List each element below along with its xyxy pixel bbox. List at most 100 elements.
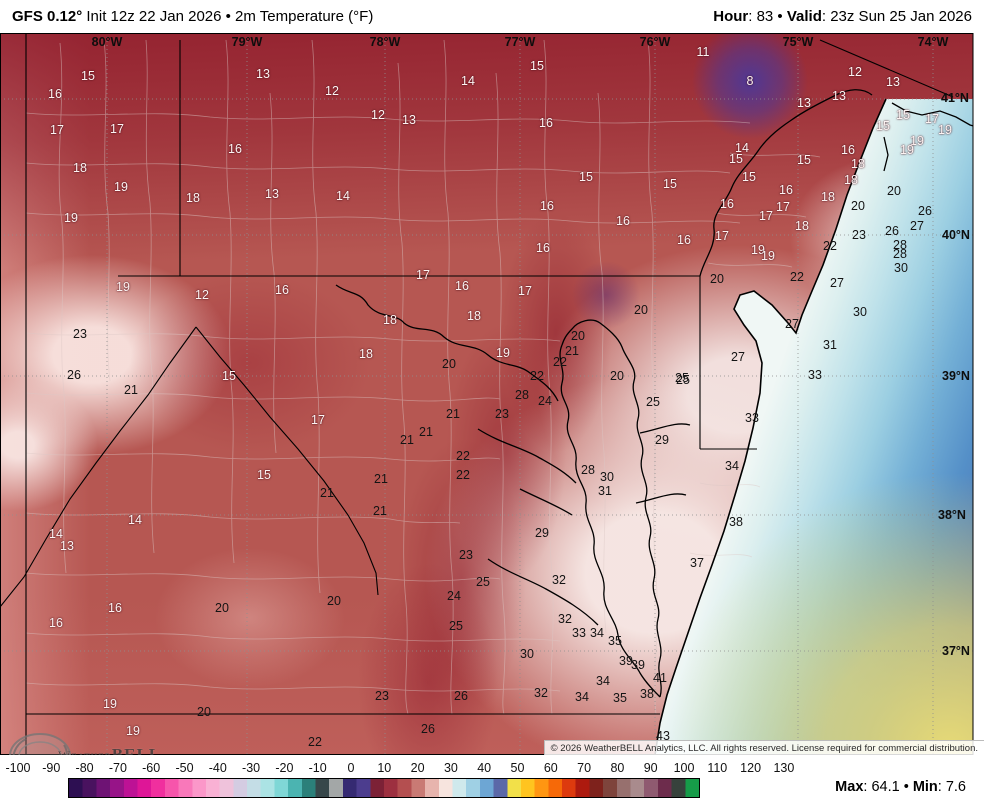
temp-label: 34: [590, 625, 604, 640]
temp-label: 15: [81, 68, 95, 83]
temp-label: 20: [887, 183, 901, 198]
temp-label: 18: [467, 308, 481, 323]
temp-label: 28: [515, 387, 529, 402]
temp-label: 25: [476, 574, 490, 589]
temp-label: 33: [745, 410, 759, 425]
colorbar-tick: -30: [242, 761, 261, 775]
temp-label: 20: [215, 600, 229, 615]
temp-label: 19: [910, 133, 924, 148]
colorbar-tick: -40: [208, 761, 227, 775]
temp-label: 23: [375, 688, 389, 703]
temp-label: 13: [797, 95, 811, 110]
graticule-label: 76°W: [639, 35, 671, 49]
temp-label: 19: [103, 696, 117, 711]
temp-label: 30: [520, 646, 534, 661]
graticule-label: 40°N: [942, 228, 970, 242]
temp-label: 18: [851, 156, 865, 171]
colorbar-footer: -100 -90 -80 -70 -60 -50 -40 -30 -20 -10 0 10 20 30 40…: [0, 755, 984, 808]
temp-label: 26: [918, 203, 932, 218]
temp-label: 22: [530, 368, 544, 383]
temp-label: 20: [610, 368, 624, 383]
temp-label: 17: [925, 111, 939, 126]
temp-label: 17: [110, 121, 124, 136]
temp-label: 41: [653, 670, 667, 685]
temp-label: 27: [731, 349, 745, 364]
hour-valid: Hour: 83 • Valid: 23z Sun 25 Jan 2026: [713, 8, 972, 25]
county-borders: [25, 39, 821, 715]
temp-label: 15: [896, 107, 910, 122]
temp-label: 16: [275, 282, 289, 297]
colorbar-tick: -90: [42, 761, 61, 775]
temp-label: 15: [876, 118, 890, 133]
colorbar-tick: 10: [377, 761, 392, 775]
temp-label: 35: [613, 690, 627, 705]
temp-label: 14: [49, 526, 63, 541]
temp-label: 31: [823, 337, 837, 352]
temp-label: 34: [596, 673, 610, 688]
map-overlay: [0, 33, 984, 755]
temp-label: 28: [893, 237, 907, 252]
colorbar-tick: 110: [707, 761, 728, 775]
temp-label: 14: [128, 512, 142, 527]
temp-label: 22: [823, 238, 837, 253]
temp-label: 23: [73, 326, 87, 341]
temp-label: 14: [735, 140, 749, 155]
long-island-shore: [883, 102, 984, 172]
colorbar-tick: -50: [175, 761, 194, 775]
graticule-label: 80°W: [91, 35, 123, 49]
temp-label: 17: [776, 199, 790, 214]
temp-label: 38: [729, 514, 743, 529]
temp-label: 18: [795, 218, 809, 233]
temp-label: 20: [197, 704, 211, 719]
temp-label: 12: [195, 287, 209, 302]
graticule-label: 75°W: [782, 35, 814, 49]
colorbar-tick: 20: [410, 761, 425, 775]
temp-label: 12: [848, 64, 862, 79]
temp-label: 16: [616, 213, 630, 228]
chesapeake-bay-outline: [335, 89, 873, 698]
temp-label: 16: [779, 182, 793, 197]
temp-label: 30: [600, 469, 614, 484]
temp-label: 16: [108, 600, 122, 615]
graticule-grid: [0, 33, 973, 755]
temp-label: 23: [495, 406, 509, 421]
temp-label: 20: [634, 302, 648, 317]
temp-label: 22: [456, 448, 470, 463]
temp-label: 20: [851, 198, 865, 213]
temp-label: 19: [114, 179, 128, 194]
colorbar-tick: -100: [5, 761, 31, 775]
temp-label: 19: [64, 210, 78, 225]
temp-label: 21: [446, 406, 460, 421]
temp-label: 13: [265, 186, 279, 201]
temp-label: 26: [67, 367, 81, 382]
temp-label: 8: [746, 73, 754, 88]
temp-label: 26: [454, 688, 468, 703]
graticule-label: 78°W: [369, 35, 401, 49]
colorbar-tick: 120: [740, 761, 762, 775]
temp-label: 26: [421, 721, 435, 736]
colorbar-tick: -10: [308, 761, 327, 775]
graticule-label: 41°N: [941, 91, 969, 105]
colorbar-tick: 100: [673, 761, 695, 775]
temp-label: 15: [222, 368, 236, 383]
temp-label: 16: [536, 240, 550, 255]
temp-label: 12: [325, 83, 339, 98]
colorbar-tick: -20: [275, 761, 294, 775]
graticule-label: 77°W: [504, 35, 536, 49]
colorbar-tick: -80: [75, 761, 94, 775]
temp-label: 24: [447, 588, 461, 603]
colorbar-tick: 90: [643, 761, 658, 775]
temp-label: 28: [893, 246, 907, 261]
temp-label: 16: [720, 196, 734, 211]
colorbar-tick: -60: [142, 761, 161, 775]
temp-label: 22: [308, 734, 322, 749]
header-bar: GFS 0.12° Init 12z 22 Jan 2026 • 2m Temp…: [0, 0, 984, 33]
temp-label: 17: [715, 228, 729, 243]
temp-label: 25: [675, 370, 689, 385]
colorbar-tick: 70: [577, 761, 592, 775]
temp-label: 22: [553, 354, 567, 369]
temp-label: 24: [538, 393, 552, 408]
temp-label: 17: [50, 122, 64, 137]
temp-label: 25: [449, 618, 463, 633]
